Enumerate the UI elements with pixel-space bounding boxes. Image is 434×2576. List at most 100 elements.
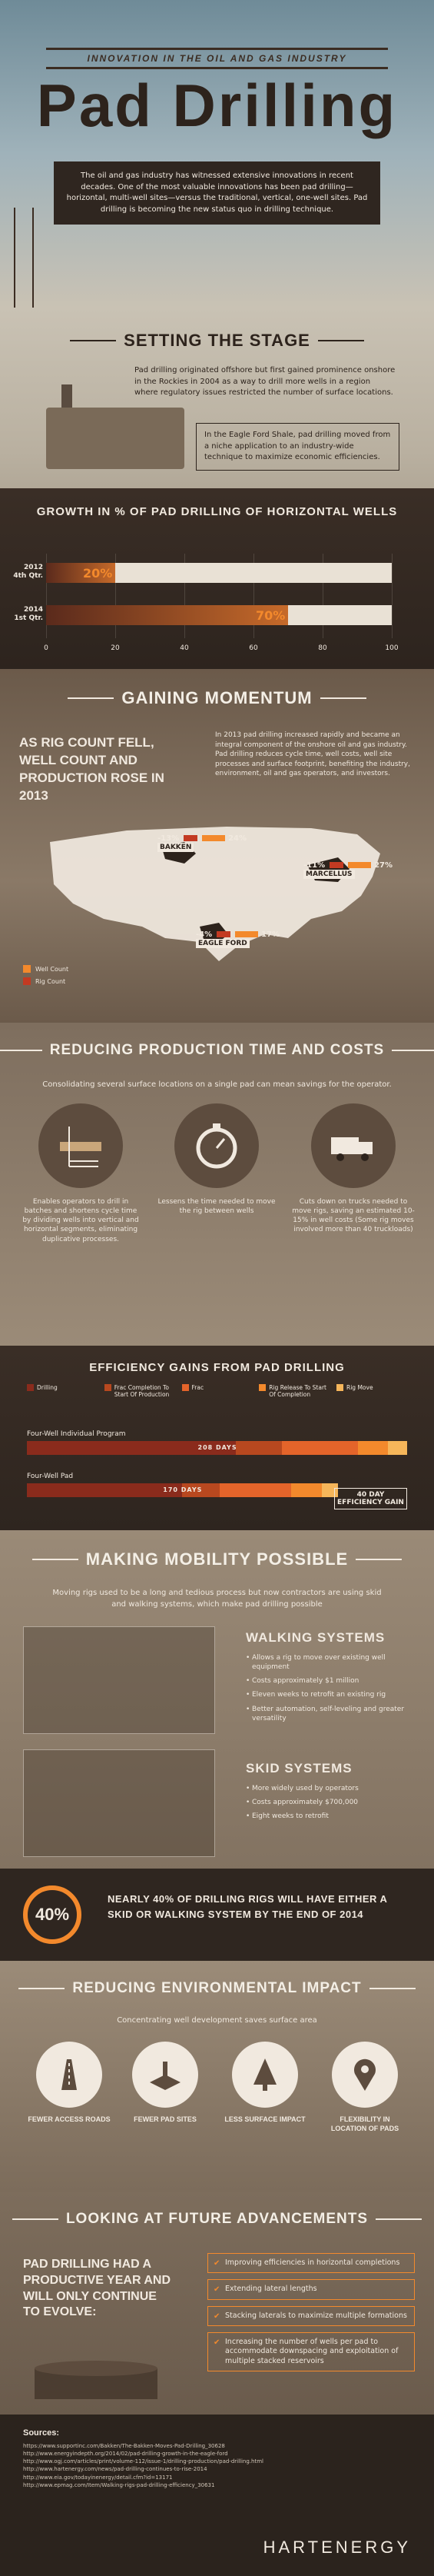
source-link[interactable]: http://www.energyindepth.org/2014/02/pad… [23, 2451, 228, 2458]
well-count-change: 27% [374, 861, 393, 870]
efficiency-segment [27, 1441, 237, 1455]
env-item-roads: Fewer Access Roads [27, 2042, 111, 2125]
us-map-shape [50, 827, 380, 961]
divider [317, 340, 364, 341]
rig-count-change: -13% [157, 834, 180, 843]
legend-swatch [181, 1384, 189, 1391]
x-tick-label: 0 [44, 644, 48, 652]
truck-icon [311, 1103, 396, 1188]
rig-count-bar [330, 862, 344, 868]
reduce-col-3-text: Cuts down on trucks needed to move rigs,… [292, 1198, 415, 1234]
legend-rig-label: Rig Count [35, 977, 66, 985]
well-batch-icon [38, 1103, 123, 1188]
divider [369, 1988, 416, 1989]
legend-label: Drilling [37, 1384, 58, 1391]
divider [356, 1559, 403, 1560]
gas-plant-icon [46, 384, 184, 469]
sources-heading: Sources: [23, 2428, 60, 2438]
growth-chart: Growth in % of Pad Drilling of Horizonta… [0, 488, 434, 669]
mobility-lead: Moving rigs used to be a long and tediou… [52, 1589, 382, 1609]
walking-systems-list: Allows a rig to move over existing well … [246, 1653, 415, 1728]
env-item-surface: Less Surface Impact [223, 2042, 307, 2125]
efficiency-segment [27, 1483, 183, 1497]
skid-item: Costs approximately $700,000 [246, 1798, 415, 1807]
walking-item: Allows a rig to move over existing well … [246, 1653, 415, 1672]
location-pin-icon [332, 2042, 398, 2108]
growth-bar [46, 605, 288, 625]
stat-ring: 40% [23, 1885, 81, 1944]
efficiency-segment [281, 1441, 358, 1455]
x-tick-label: 40 [180, 644, 189, 652]
environment-section: Reducing Environmental Impact Concentrat… [0, 1961, 434, 2192]
efficiency-legend-item: Rig Move [336, 1384, 407, 1398]
reduce-section: Reducing Production Time and Costs Conso… [0, 1023, 434, 1346]
walking-item: Costs approximately $1 million [246, 1676, 415, 1686]
stage-paragraph-1: Pad drilling originated offshore but fir… [134, 366, 396, 397]
future-section: Looking at Future Advancements Pad drill… [0, 2192, 434, 2415]
efficiency-segment [290, 1483, 323, 1497]
efficiency-segment [322, 1483, 338, 1497]
environment-banner: Reducing Environmental Impact [0, 1961, 434, 1997]
tank-illustration [35, 2361, 157, 2399]
legend-swatch [104, 1384, 111, 1391]
walking-item: Better automation, self-leveling and gre… [246, 1705, 415, 1723]
reduce-col-1-text: Enables operators to drill in batches an… [22, 1198, 139, 1243]
rig-count-change: -11% [303, 861, 326, 870]
env-item-label: Fewer Pad Sites [134, 2115, 197, 2123]
skid-systems-title: Skid Systems [246, 1761, 353, 1776]
env-item-pads: Fewer Pad Sites [123, 2042, 207, 2125]
source-link[interactable]: http://www.ogj.com/articles/print/volume… [23, 2458, 263, 2465]
divider [392, 1050, 434, 1051]
region-name: Eagle Ford [196, 939, 250, 948]
legend-label: Rig Move [346, 1384, 373, 1391]
growth-chart-plot: 0 20 40 60 80 100 2012 4th Qtr. 20% 2014 1st Qtr. 7… [13, 554, 399, 652]
x-tick-label: 20 [111, 644, 120, 652]
program-days-2: 170 Days [163, 1486, 203, 1493]
momentum-title: Gaining Momentum [121, 688, 313, 707]
legend-label: Rig Release To Start Of Completion [269, 1384, 326, 1398]
environment-lead: Concentrating well development saves sur… [117, 2016, 317, 2025]
legend-swatch [259, 1384, 267, 1391]
reduce-lead: Consolidating several surface locations … [42, 1080, 392, 1089]
momentum-banner: Gaining Momentum [0, 669, 434, 708]
momentum-paragraph: In 2013 pad drilling increased rapidly a… [215, 731, 410, 778]
rig-count-change: -4% [196, 930, 213, 939]
legend-swatch [336, 1384, 343, 1391]
skid-item: Eight weeks to retrofit [246, 1812, 415, 1821]
source-link[interactable]: http://www.hartenergy.com/news/pad-drill… [23, 2466, 207, 2473]
row-year: 2014 [23, 606, 43, 614]
env-item-label: Fewer Access Roads [28, 2115, 111, 2123]
source-link[interactable]: http://www.epmag.com/Item/Walking-rigs-p… [23, 2481, 215, 2488]
drilling-rig-icon [14, 208, 34, 308]
grid-line [115, 554, 116, 638]
source-link[interactable]: https://www.supportinc.com/Bakken/The-Ba… [23, 2443, 225, 2449]
growth-row-label: 2012 4th Qtr. [6, 564, 43, 581]
program-bar-2 [27, 1483, 338, 1497]
grid-line [253, 554, 254, 638]
region-stats: -11% 27% [303, 861, 393, 870]
legend-label: Frac Completion To Start Of Production [114, 1384, 170, 1398]
future-item: Improving efficiencies in horizontal com… [207, 2253, 415, 2274]
stopwatch-icon [174, 1103, 259, 1188]
reduce-col-2-text: Lessens the time needed to move the rig … [157, 1198, 276, 1216]
reduce-title: Reducing Production Time and Costs [49, 1042, 385, 1058]
hero-section: Innovation in the Oil and Gas Industry P… [0, 0, 434, 308]
map-legend: Well Count Rig Count [23, 965, 68, 990]
legend-swatch [27, 1384, 34, 1391]
grid-line [184, 554, 185, 638]
rig-count-bar [184, 835, 198, 841]
setting-stage-section: Setting the Stage Pad drilling originate… [0, 308, 434, 669]
source-link[interactable]: http://www.eia.gov/todayinenergy/detail.… [23, 2474, 173, 2481]
region-name: Bakken [157, 843, 194, 852]
setting-stage-banner: Setting the Stage [0, 308, 434, 351]
divider [0, 1050, 42, 1051]
efficiency-segment [357, 1441, 389, 1455]
future-lead: Pad drilling had a productive year and w… [23, 2258, 171, 2319]
program-bar-1 [27, 1441, 407, 1455]
pad-site-icon [132, 2042, 198, 2108]
efficiency-legend-item: Rig Release To Start Of Completion [259, 1384, 330, 1398]
stage-paragraph-2: In the Eagle Ford Shale, pad drilling mo… [196, 423, 399, 471]
row-quarter: 4th Qtr. [13, 571, 43, 580]
efficiency-legend-item: Frac [181, 1384, 253, 1398]
region-label: -4% 17% Eagle Ford [196, 930, 280, 948]
